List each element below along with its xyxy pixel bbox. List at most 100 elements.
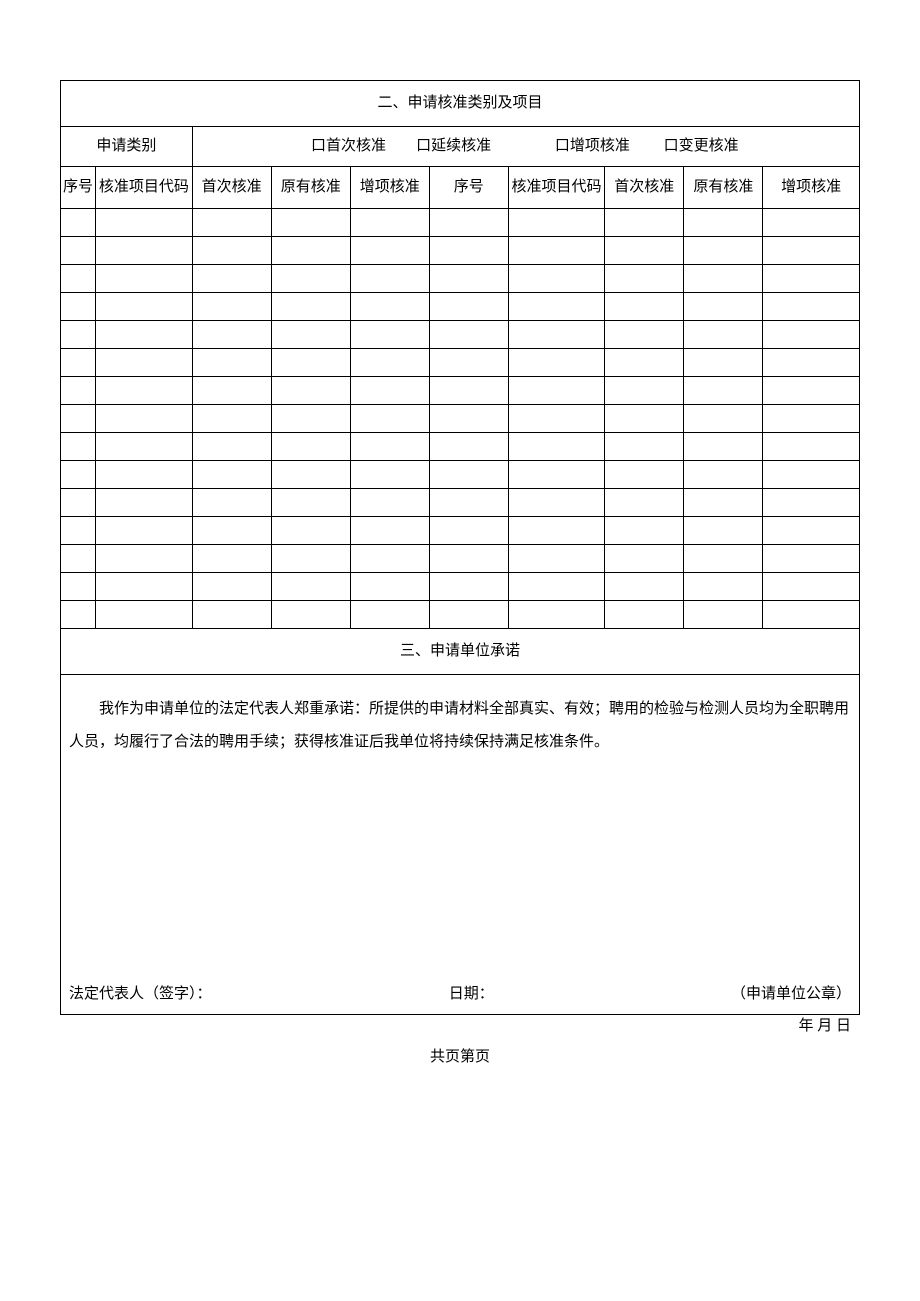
table-cell[interactable] [508,461,605,489]
table-cell[interactable] [61,545,96,573]
table-cell[interactable] [271,517,350,545]
table-cell[interactable] [271,209,350,237]
table-cell[interactable] [429,573,508,601]
table-cell[interactable] [605,405,684,433]
table-cell[interactable] [271,601,350,629]
table-cell[interactable] [605,293,684,321]
table-cell[interactable] [763,377,860,405]
table-cell[interactable] [508,489,605,517]
table-cell[interactable] [192,573,271,601]
checkbox-change-approve[interactable]: 口变更核准 [664,137,739,157]
checkbox-first-approve[interactable]: 口首次核准 [311,137,386,157]
table-cell[interactable] [684,433,763,461]
table-cell[interactable] [763,573,860,601]
table-cell[interactable] [684,405,763,433]
table-cell[interactable] [763,517,860,545]
table-cell[interactable] [429,209,508,237]
table-cell[interactable] [508,377,605,405]
table-cell[interactable] [429,517,508,545]
table-cell[interactable] [429,405,508,433]
table-cell[interactable] [763,489,860,517]
table-cell[interactable] [605,321,684,349]
table-cell[interactable] [61,209,96,237]
table-cell[interactable] [508,265,605,293]
table-cell[interactable] [192,489,271,517]
table-cell[interactable] [61,265,96,293]
table-cell[interactable] [429,377,508,405]
table-cell[interactable] [429,293,508,321]
table-cell[interactable] [605,433,684,461]
table-cell[interactable] [96,545,193,573]
table-cell[interactable] [508,321,605,349]
table-cell[interactable] [684,601,763,629]
table-cell[interactable] [605,461,684,489]
table-cell[interactable] [350,377,429,405]
table-cell[interactable] [429,545,508,573]
table-cell[interactable] [350,237,429,265]
table-cell[interactable] [508,349,605,377]
table-cell[interactable] [684,209,763,237]
table-cell[interactable] [605,489,684,517]
table-cell[interactable] [684,489,763,517]
table-cell[interactable] [684,265,763,293]
table-cell[interactable] [350,601,429,629]
table-cell[interactable] [763,265,860,293]
table-cell[interactable] [96,209,193,237]
table-cell[interactable] [508,433,605,461]
table-cell[interactable] [429,489,508,517]
table-cell[interactable] [763,237,860,265]
table-cell[interactable] [684,293,763,321]
table-cell[interactable] [271,461,350,489]
table-cell[interactable] [192,209,271,237]
table-cell[interactable] [192,377,271,405]
table-cell[interactable] [605,349,684,377]
table-cell[interactable] [96,573,193,601]
table-cell[interactable] [605,209,684,237]
table-cell[interactable] [61,321,96,349]
table-cell[interactable] [192,545,271,573]
table-cell[interactable] [508,405,605,433]
table-cell[interactable] [605,573,684,601]
table-cell[interactable] [192,321,271,349]
table-cell[interactable] [350,517,429,545]
table-cell[interactable] [508,237,605,265]
table-cell[interactable] [61,517,96,545]
table-cell[interactable] [605,377,684,405]
table-cell[interactable] [763,433,860,461]
table-cell[interactable] [192,349,271,377]
table-cell[interactable] [96,405,193,433]
table-cell[interactable] [605,237,684,265]
table-cell[interactable] [192,237,271,265]
table-cell[interactable] [96,237,193,265]
table-cell[interactable] [350,545,429,573]
checkbox-extend-approve[interactable]: 口延续核准 [416,137,491,157]
table-cell[interactable] [429,237,508,265]
table-cell[interactable] [429,433,508,461]
table-cell[interactable] [684,573,763,601]
table-cell[interactable] [763,461,860,489]
table-cell[interactable] [271,433,350,461]
table-cell[interactable] [271,545,350,573]
checkbox-add-approve[interactable]: 口增项核准 [555,137,630,157]
table-cell[interactable] [350,489,429,517]
table-cell[interactable] [429,349,508,377]
table-cell[interactable] [429,265,508,293]
table-cell[interactable] [508,293,605,321]
table-cell[interactable] [192,265,271,293]
table-cell[interactable] [350,461,429,489]
table-cell[interactable] [684,517,763,545]
table-cell[interactable] [61,461,96,489]
table-cell[interactable] [508,545,605,573]
table-cell[interactable] [763,293,860,321]
table-cell[interactable] [192,293,271,321]
table-cell[interactable] [271,321,350,349]
table-cell[interactable] [508,601,605,629]
table-cell[interactable] [192,601,271,629]
table-cell[interactable] [271,489,350,517]
table-cell[interactable] [96,349,193,377]
table-cell[interactable] [763,601,860,629]
table-cell[interactable] [271,349,350,377]
table-cell[interactable] [271,237,350,265]
table-cell[interactable] [96,461,193,489]
table-cell[interactable] [96,489,193,517]
